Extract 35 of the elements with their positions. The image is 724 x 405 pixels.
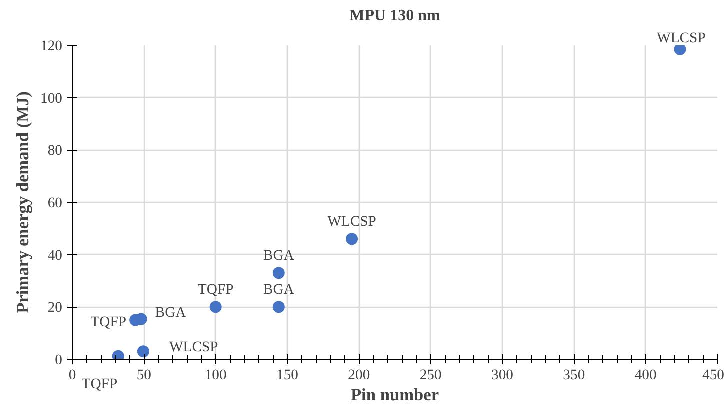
x-axis-title: Pin number [350,386,440,404]
annotation: WLCSP [328,214,376,230]
x-tick-label: 250 [420,368,442,384]
x-tick-label: 450 [702,368,724,384]
y-tick-label: 40 [48,248,62,264]
y-tick-label: 20 [48,300,62,316]
annotation: BGA [263,282,295,298]
x-tick-label: 350 [563,368,586,384]
chart-title: MPU 130 nm [350,8,441,24]
x-tick-label: 0 [68,368,76,384]
point [210,301,222,314]
y-tick-label: 60 [48,196,62,212]
point [137,346,150,358]
point [674,46,686,56]
y-tick-label: 0 [55,352,62,368]
x-tick-label: 300 [492,368,514,384]
x-tick-label: 200 [348,368,370,384]
y-tick-label: 120 [40,38,62,54]
x-tick-label: 50 [136,368,152,384]
annotation: TQFP [90,314,127,330]
point [272,301,285,314]
point [272,267,285,280]
annotation: WLCSP [169,340,218,356]
annotation: TQFP [82,376,118,392]
point [346,233,358,246]
y-axis-title: Primary energy demand (MJ) [14,91,33,314]
y-tick-label: 80 [48,143,62,160]
annotation: WLCSP [656,30,706,46]
y-tick-label: 100 [40,90,62,107]
annotation: BGA [155,305,187,322]
x-tick-label: 150 [276,368,298,384]
x-tick-label: 400 [634,368,657,384]
annotation: BGA [263,248,295,264]
x-tick-label: 100 [204,368,227,384]
annotation: TQFP [198,282,234,298]
